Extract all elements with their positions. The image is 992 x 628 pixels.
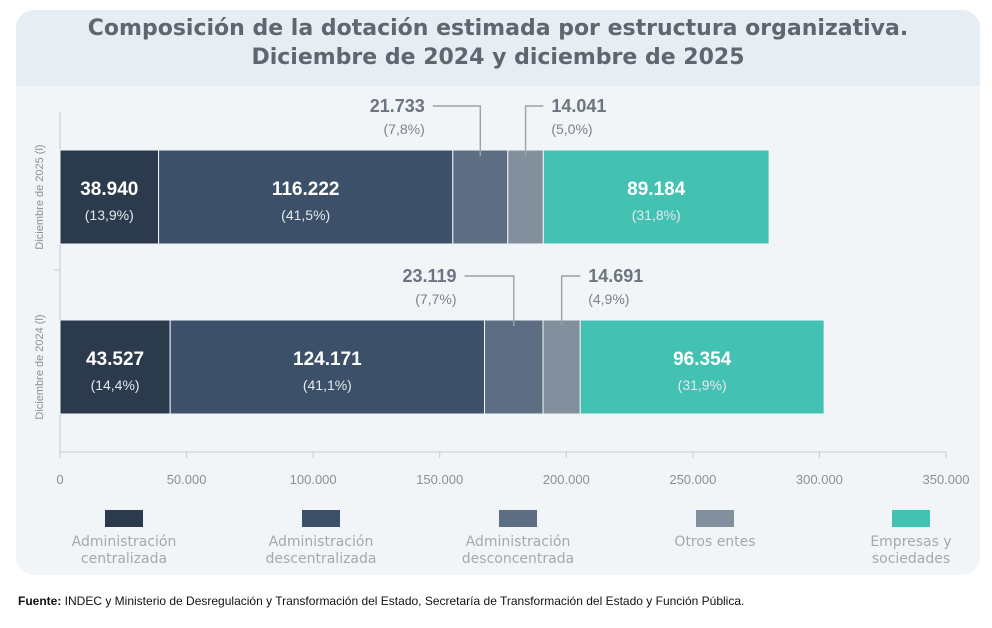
legend-label: Administración desconcentrada <box>461 534 575 567</box>
x-tick-label: 300.000 <box>796 472 843 487</box>
data-label-percent: (41,1%) <box>303 377 352 393</box>
data-label-percent: (7,7%) <box>415 291 456 307</box>
bar-segment <box>484 319 544 415</box>
x-tick-label: 350.000 <box>923 472 970 487</box>
data-label-value: 14.691 <box>588 266 643 286</box>
x-tick-label: 200.000 <box>543 472 590 487</box>
callout-leader-line <box>524 105 544 156</box>
data-label-value: 89.184 <box>627 179 686 200</box>
callout-leader-line <box>464 275 515 326</box>
callout-leader-line <box>560 275 581 326</box>
legend-swatch <box>499 510 537 527</box>
bar-segment <box>452 149 509 245</box>
bar-segment <box>158 149 454 245</box>
source-text: INDEC y Ministerio de Desregulación y Tr… <box>61 594 745 608</box>
legend-item: Otros entes <box>620 510 810 551</box>
data-label-percent: (5,0%) <box>551 121 592 137</box>
chart-title: Composición de la dotación estimada por … <box>16 14 980 72</box>
data-label-value: 21.733 <box>370 96 425 116</box>
data-label-percent: (31,8%) <box>632 207 681 223</box>
bar-segment <box>579 319 825 415</box>
data-label-value: 96.354 <box>673 349 732 370</box>
category-label: Diciembre de 2024 (l) <box>34 314 46 419</box>
data-label-percent: (7,8%) <box>384 121 425 137</box>
source-label: Fuente: <box>18 594 62 608</box>
legend-item: Administración centralizada <box>29 510 219 568</box>
legend-item: Empresas y sociedades <box>816 510 992 568</box>
category-label: Diciembre de 2025 (l) <box>34 144 46 249</box>
x-tick-label: 100.000 <box>290 472 337 487</box>
legend-item: Administración desconcentrada <box>423 510 613 568</box>
bar-segment <box>59 319 171 415</box>
data-label-value: 124.171 <box>293 349 362 370</box>
legend-label: Otros entes <box>674 534 756 550</box>
title-band <box>16 10 980 86</box>
data-label-value: 38.940 <box>80 179 138 200</box>
legend-label: Administración descentralizada <box>265 534 377 567</box>
bar-segment <box>59 149 160 245</box>
chart-title-line1: Composición de la dotación estimada por … <box>87 16 909 41</box>
bar-segment <box>542 149 770 245</box>
data-label-percent: (14,4%) <box>91 377 140 393</box>
stacked-bar-chart: 0 50.000 100.000 150.000 200.000 250.000 300.0… <box>34 96 970 487</box>
legend-swatch <box>105 510 143 527</box>
data-label-value: 23.119 <box>402 266 456 286</box>
data-label-percent: (4,9%) <box>588 291 629 307</box>
x-tick-label: 50.000 <box>167 472 207 487</box>
legend-label: Empresas y sociedades <box>870 534 952 567</box>
legend-swatch <box>696 510 734 527</box>
bar-segment <box>507 149 544 245</box>
data-label-value: 43.527 <box>86 349 144 370</box>
x-tick-label: 250.000 <box>669 472 716 487</box>
chart-card <box>16 10 980 575</box>
x-tick-label: 150.000 <box>416 472 463 487</box>
bar-segment <box>169 319 486 415</box>
x-tick-label: 0 <box>56 472 63 487</box>
callout-leader-line <box>432 105 481 156</box>
data-label-percent: (31,9%) <box>678 377 727 393</box>
data-label-percent: (41,5%) <box>281 207 330 223</box>
legend-item: Administración descentralizada <box>226 510 416 568</box>
data-label-percent: (13,9%) <box>85 207 134 223</box>
legend-swatch <box>892 510 930 527</box>
bar-segment <box>542 319 581 415</box>
data-label-value: 116.222 <box>272 179 340 200</box>
data-label-value: 14.041 <box>551 96 606 116</box>
source-note: Fuente: INDEC y Ministerio de Desregulac… <box>18 594 744 608</box>
legend-swatch <box>302 510 340 527</box>
chart-title-line2: Diciembre de 2024 y diciembre de 2025 <box>251 45 745 70</box>
legend-label: Administración centralizada <box>71 534 177 567</box>
